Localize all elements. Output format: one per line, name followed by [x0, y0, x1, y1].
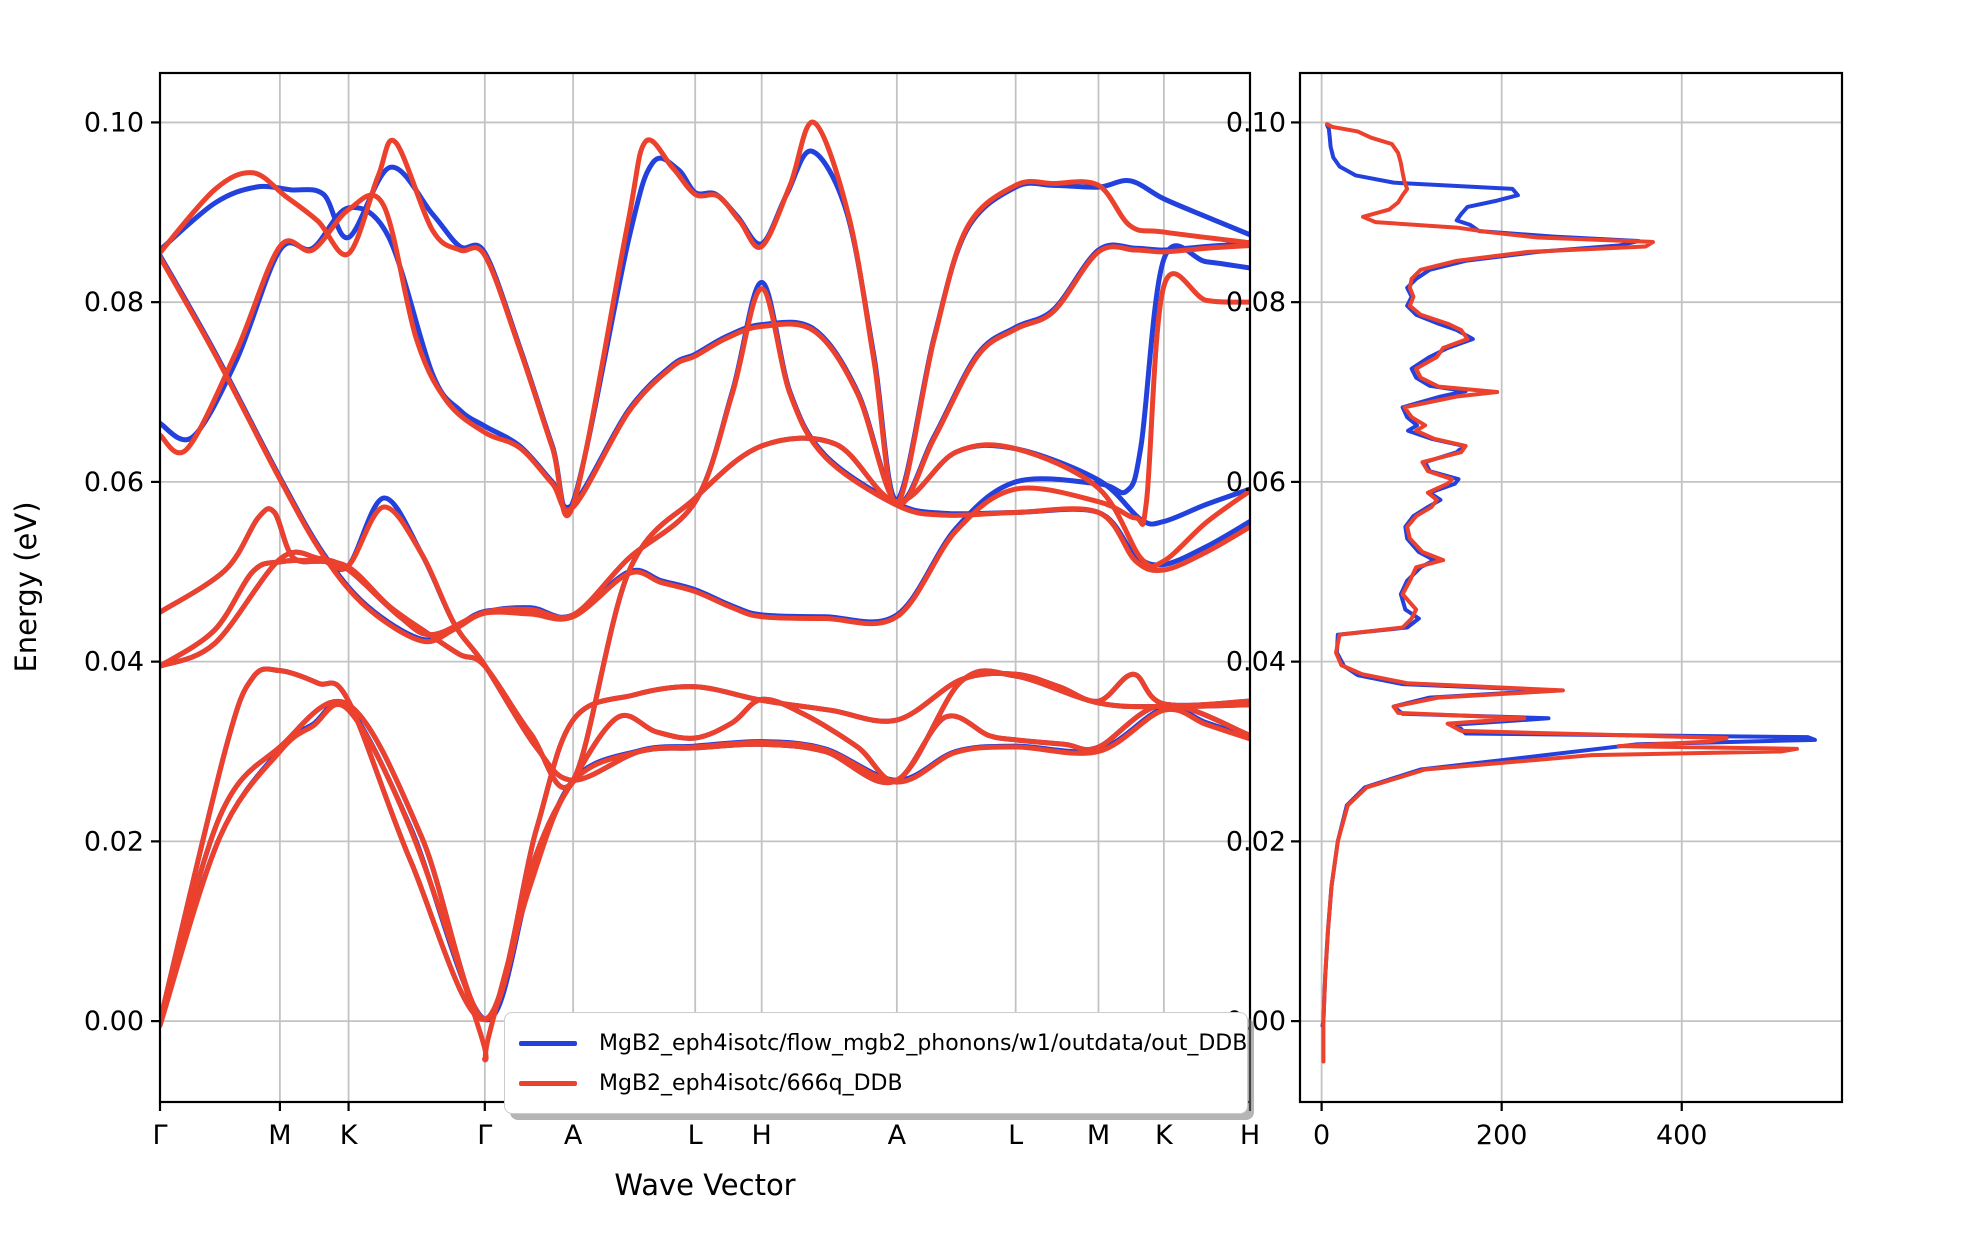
legend-box: MgB2_eph4isotc/flow_mgb2_phonons/w1/outd…: [504, 1012, 1248, 1114]
kpoint-label-10-K: K: [1155, 1120, 1174, 1151]
dos-xtick-0: 0: [1313, 1120, 1330, 1151]
kpoint-label-1-M: M: [268, 1120, 291, 1151]
red_band_3: [160, 666, 1250, 1024]
legend-row-red: MgB2_eph4isotc/666q_DDB: [519, 1063, 1231, 1103]
dos-series: [1320, 122, 1817, 1064]
tick-labels: 0.00 0.000.02 0.020.04 0.040.06 0.060.08 0.08…: [84, 107, 1708, 1151]
kpoint-label-2-K: K: [340, 1120, 359, 1151]
ytick-right-0.02: 0.02: [1226, 826, 1286, 857]
legend-row-blue: MgB2_eph4isotc/flow_mgb2_phonons/w1/outd…: [519, 1023, 1247, 1063]
kpoint-label-9-M: M: [1087, 1120, 1110, 1151]
legend-label-red: MgB2_eph4isotc/666q_DDB: [599, 1070, 903, 1096]
ytick-right-0.06: 0.06: [1226, 467, 1286, 498]
ytick-right-0.08: 0.08: [1226, 287, 1286, 318]
band-series: [160, 119, 1250, 1063]
kpoint-label-5-L: L: [688, 1120, 703, 1151]
red_band_9: [160, 119, 1250, 518]
dos-xtick-400: 400: [1656, 1120, 1708, 1151]
red_band_1: [160, 702, 1250, 1063]
kpoint-label-3-Γ: Γ: [477, 1120, 492, 1151]
legend-line-swatch-blue: [519, 1040, 577, 1046]
red_band_8: [160, 254, 1250, 645]
x-axis-label: Wave Vector: [614, 1168, 796, 1202]
blue_dos: [1320, 123, 1817, 1028]
gridlines: [159, 73, 1842, 1102]
blue_band_7: [160, 204, 1250, 510]
blue_band_8: [160, 243, 1250, 643]
ytick-left-0.06: 0.06: [84, 467, 144, 498]
kpoint-label-6-H: H: [752, 1120, 772, 1151]
ytick-right-0.10: 0.10: [1226, 107, 1286, 138]
blue_band_9: [160, 148, 1250, 514]
ytick-right-0.04: 0.04: [1226, 647, 1286, 678]
kpoint-label-11-H: H: [1240, 1120, 1260, 1151]
kpoint-label-4-A: A: [564, 1120, 583, 1151]
kpoint-label-7-A: A: [888, 1120, 907, 1151]
legend-line-swatch-red: [519, 1080, 577, 1086]
ytick-left-0.04: 0.04: [84, 647, 144, 678]
blue_band_6: [160, 495, 1250, 785]
legend-label-blue: MgB2_eph4isotc/flow_mgb2_phonons/w1/outd…: [599, 1030, 1248, 1056]
dos-xtick-200: 200: [1476, 1120, 1528, 1151]
kpoint-label-8-L: L: [1008, 1120, 1023, 1151]
y-axis-label: Energy (eV): [9, 501, 43, 673]
red_dos: [1321, 122, 1799, 1064]
ytick-left-0.08: 0.08: [84, 287, 144, 318]
red_band_7: [160, 192, 1250, 513]
red_band_5: [160, 286, 1250, 669]
ytick-left-0.10: 0.10: [84, 107, 144, 138]
ytick-left-0.02: 0.02: [84, 826, 144, 857]
blue_band_3: [160, 666, 1250, 1024]
red_band_6: [160, 504, 1250, 785]
axes-spines: [158, 71, 1844, 1104]
kpoint-label-0-Γ: Γ: [152, 1120, 167, 1151]
ytick-left-0.00: 0.00: [84, 1006, 144, 1037]
